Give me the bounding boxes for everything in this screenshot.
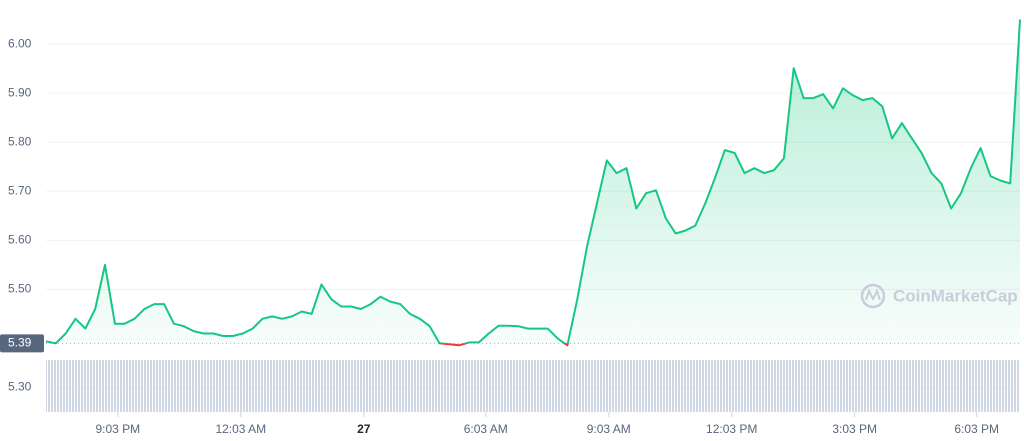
x-tick-label: 12:03 PM (706, 422, 757, 436)
y-tick-label: 5.70 (8, 183, 32, 197)
x-tick-label: 3:03 PM (832, 422, 877, 436)
x-tick-label: 27 (357, 422, 371, 436)
price-line (45, 19, 1021, 347)
area-fill (46, 19, 1020, 346)
reference-label-box (0, 334, 44, 353)
watermark-text: CoinMarketCap (893, 286, 1018, 305)
watermark: CoinMarketCap (860, 283, 1018, 309)
y-tick-label: 5.50 (8, 282, 32, 296)
y-tick-label: 5.60 (8, 233, 32, 247)
x-tick-label: 9:03 PM (95, 422, 140, 436)
volume-bars (46, 360, 1020, 412)
y-tick-label: 6.00 (8, 36, 32, 50)
y-tick-label: 5.90 (8, 85, 32, 99)
x-tick-label: 6:03 PM (954, 422, 999, 436)
reference-label: 5.39 (8, 336, 32, 350)
y-tick-label: 5.80 (8, 134, 32, 148)
x-tick-label: 12:03 AM (215, 422, 266, 436)
x-tick-label: 9:03 AM (587, 422, 631, 436)
x-tick-label: 6:03 AM (464, 422, 508, 436)
y-tick-label: 5.30 (8, 380, 32, 394)
